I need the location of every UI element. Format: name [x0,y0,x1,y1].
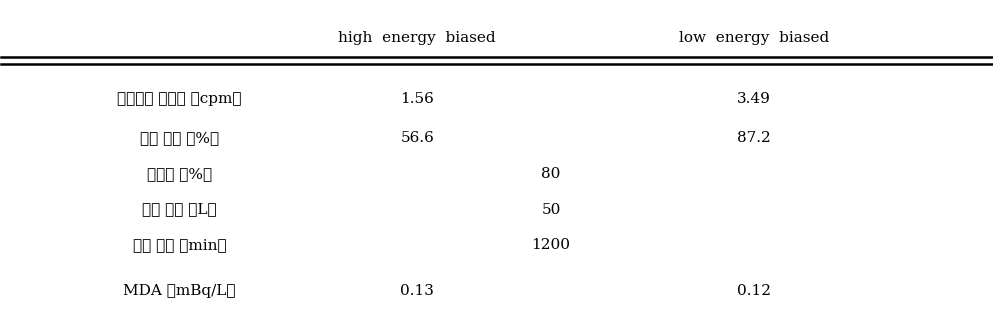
Text: 1200: 1200 [531,238,570,252]
Text: 회수율 （%）: 회수율 （%） [147,167,213,181]
Text: 87.2: 87.2 [737,131,771,145]
Text: 계측 효율 （%）: 계측 효율 （%） [140,131,219,145]
Text: low  energy  biased: low energy biased [679,31,829,45]
Text: MDA （mBq/L）: MDA （mBq/L） [123,284,236,298]
Text: 0.13: 0.13 [400,284,434,298]
Text: 56.6: 56.6 [400,131,434,145]
Text: 3.49: 3.49 [737,92,771,106]
Text: 계측 시간 （min）: 계측 시간 （min） [133,238,226,252]
Text: 1.56: 1.56 [400,92,434,106]
Text: 시료 부피 （L）: 시료 부피 （L） [142,203,216,217]
Text: 50: 50 [541,203,561,217]
Text: 바탕시료 계수율 （cpm）: 바탕시료 계수율 （cpm） [117,92,242,106]
Text: high  energy  biased: high energy biased [339,31,496,45]
Text: 0.12: 0.12 [737,284,771,298]
Text: 80: 80 [541,167,561,181]
